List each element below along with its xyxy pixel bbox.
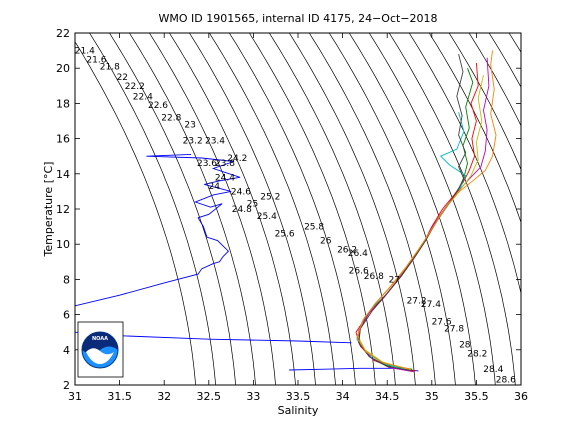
density-label: 25.4 [257,212,277,222]
profile-line-0 [75,153,241,307]
density-label: 23 [184,121,195,131]
density-label: 23.4 [205,136,225,146]
isoline [368,33,496,385]
density-label: 25 [247,200,258,210]
density-label: 27.2 [407,297,427,307]
isoline [468,33,521,127]
isoline [189,33,316,385]
isoline [348,33,476,385]
density-label: 24 [208,182,220,192]
density-label: 22.6 [148,101,168,111]
y-axis-label: Temperature [°C] [42,162,55,258]
density-label: 22 [117,73,128,83]
x-axis-label: Salinity [278,404,319,417]
isoline [408,33,521,295]
y-tick-label: 14 [56,168,70,181]
x-tick-label: 33.5 [286,390,311,403]
density-label: 22.4 [133,92,153,102]
density-label: 25.8 [304,223,324,233]
density-label: 28.6 [496,376,516,386]
profile-line-9 [356,50,497,370]
density-label: 28 [459,341,471,351]
density-label: 24.2 [227,154,247,164]
x-tick-label: 33 [246,390,260,403]
y-tick-label: 8 [63,273,70,286]
isoline [75,41,196,385]
x-tick-label: 31 [68,390,82,403]
x-tick-label: 34 [336,390,350,403]
noaa-logo: NOAA [77,321,124,378]
density-label: 25.6 [275,230,295,240]
density-label: 22.2 [125,82,145,92]
isoline [269,33,396,385]
y-tick-label: 18 [56,97,70,110]
density-isolines [75,33,521,385]
y-tick-label: 20 [56,62,70,75]
isoline [209,33,336,385]
density-label: 26.8 [364,272,384,282]
x-tick-label: 36 [514,390,528,403]
density-label: 27.6 [432,318,452,328]
density-label: 27.8 [444,325,464,335]
density-label: 23.6 [197,159,217,169]
isoline [109,33,236,385]
y-tick-label: 12 [56,203,70,216]
density-label: 27.4 [421,300,441,310]
isoline [89,33,216,385]
plot-area [75,33,521,385]
density-label: 21.6 [86,55,106,65]
x-tick-label: 35 [425,390,439,403]
x-axis: 31 31.5 32 32.5 33 33.5 34 34.5 35 35.5 36 [68,33,528,403]
density-label: 24.8 [232,205,252,215]
isoline [169,33,296,385]
density-label: 24.6 [231,187,251,197]
density-label: 28.4 [483,365,503,375]
isoline [229,33,356,385]
isoline [388,33,516,385]
y-tick-label: 4 [63,344,70,357]
density-label: 24.4 [215,173,235,183]
density-label: 27 [389,275,400,285]
y-tick-label: 22 [56,27,70,40]
x-tick-label: 31.5 [107,390,132,403]
y-tick-label: 16 [56,133,70,146]
density-label: 28.2 [467,349,487,359]
isoline [328,33,456,385]
y-tick-label: 10 [56,238,70,251]
logo-gull-top [82,332,118,354]
density-label: 26 [320,237,332,247]
density-label: 21.4 [75,47,95,57]
density-label: 25.2 [260,193,280,203]
x-tick-label: 32 [157,390,171,403]
isoline [448,33,521,171]
density-label: 21.8 [100,62,120,72]
chart-title: WMO ID 1901565, internal ID 4175, 24−Oct… [158,12,437,25]
density-label: 23.2 [183,136,203,146]
logo-text: NOAA [92,336,108,342]
density-label: 26.6 [349,267,369,277]
isoline [249,33,376,385]
density-label: 26.4 [348,249,368,259]
x-tick-label: 35.5 [464,390,489,403]
density-label: 26.2 [337,246,357,256]
isoline [289,33,416,385]
y-tick-label: 6 [63,309,70,322]
isoline [129,33,256,385]
isoline [149,33,276,385]
x-tick-label: 32.5 [197,390,222,403]
y-tick-label: 2 [63,379,70,392]
isoline [309,33,436,385]
density-label: 23.8 [215,159,235,169]
logo-gull-wing [86,348,114,364]
x-tick-label: 34.5 [375,390,400,403]
density-label: 22.8 [161,114,181,124]
